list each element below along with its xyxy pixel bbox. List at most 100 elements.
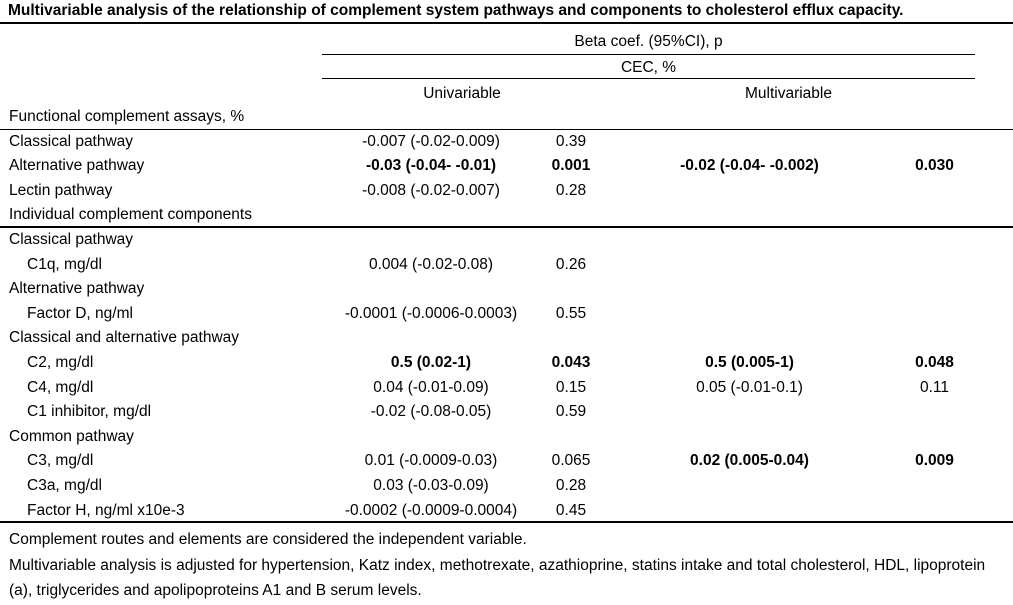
univariable-p-cell: 0.59 — [555, 403, 587, 421]
table-row: Classical pathway — [0, 228, 1013, 253]
multivariable-beta-cell — [602, 425, 897, 450]
table-row: Individual complement components — [0, 203, 1013, 228]
univariable-p-cell — [540, 277, 602, 302]
univariable-p-cell: 0.45 — [555, 501, 587, 519]
univariable-p-cell: 0.28 — [555, 181, 587, 199]
univariable-p-cell: 0.043 — [551, 353, 591, 371]
table-row: Lectin pathway -0.008 (-0.02-0.007) 0.28 — [0, 179, 1013, 204]
multivariable-beta-cell — [602, 302, 897, 327]
univariable-p-cell: 0.39 — [555, 132, 587, 150]
row-label: Classical and alternative pathway — [9, 329, 240, 347]
table-row: C1 inhibitor, mg/dl -0.02 (-0.08-0.05) 0.5… — [0, 400, 1013, 425]
multivariable-p-cell — [897, 499, 972, 522]
univariable-beta-cell: 0.03 (-0.03-0.09) — [373, 476, 489, 494]
footnote-line: Multivariable analysis is adjusted for h… — [9, 556, 986, 599]
table-row: Alternative pathway — [0, 277, 1013, 302]
table-row: Factor D, ng/ml -0.0001 (-0.0006-0.0003) 0… — [0, 302, 1013, 327]
multivariable-beta-cell: 0.5 (0.005-1) — [705, 353, 794, 371]
multivariable-p-cell — [897, 253, 972, 278]
row-label: Factor H, ng/ml x10e-3 — [27, 501, 185, 519]
multivariable-p-cell: 0.030 — [915, 157, 954, 175]
multivariable-p-cell — [897, 326, 972, 351]
multivariable-p-cell — [897, 474, 972, 499]
row-label: C2, mg/dl — [27, 353, 94, 371]
table-row: C2, mg/dl 0.5 (0.02-1) 0.043 0.5 (0.005-1) 0… — [0, 351, 1013, 376]
univariable-p-cell: 0.28 — [555, 476, 587, 494]
table-row: C3, mg/dl 0.01 (-0.0009-0.03) 0.065 0.02 (0… — [0, 449, 1013, 474]
multivariable-p-cell — [897, 105, 972, 129]
row-label: Classical pathway — [9, 230, 134, 248]
multivariable-beta-cell — [602, 400, 897, 425]
univariable-beta-cell: -0.03 (-0.04- -0.01) — [365, 157, 497, 175]
column-header-univariable: Univariable — [423, 85, 501, 102]
univariable-p-cell — [540, 425, 602, 450]
header-cec: CEC, % — [322, 55, 975, 79]
univariable-p-cell — [540, 203, 602, 226]
univariable-beta-cell: -0.0001 (-0.0006-0.0003) — [344, 304, 518, 322]
table-row: Alternative pathway -0.03 (-0.04- -0.01) 0… — [0, 154, 1013, 179]
row-label: C1q, mg/dl — [27, 255, 102, 273]
univariable-beta-cell — [322, 203, 540, 226]
univariable-beta-cell: 0.004 (-0.02-0.08) — [368, 255, 494, 273]
univariable-p-cell: 0.55 — [555, 304, 587, 322]
multivariable-beta-cell — [602, 277, 897, 302]
row-label: Alternative pathway — [9, 280, 145, 298]
univariable-beta-cell — [322, 228, 540, 253]
multivariable-p-cell — [897, 277, 972, 302]
table-row: C3a, mg/dl 0.03 (-0.03-0.09) 0.28 — [0, 474, 1013, 499]
univariable-beta-cell: -0.0002 (-0.0009-0.0004) — [344, 501, 518, 519]
multivariable-beta-cell — [602, 474, 897, 499]
univariable-p-cell: 0.15 — [555, 378, 587, 396]
row-label: Common pathway — [9, 427, 134, 445]
univariable-p-cell — [540, 105, 602, 129]
row-label: C1 inhibitor, mg/dl — [27, 403, 152, 421]
multivariable-p-cell — [897, 425, 972, 450]
multivariable-beta-cell: 0.05 (-0.01-0.1) — [696, 378, 803, 396]
row-label: Factor D, ng/ml — [27, 304, 133, 322]
table-row: C4, mg/dl 0.04 (-0.01-0.09) 0.15 0.05 (-0.0… — [0, 376, 1013, 401]
multivariable-p-cell — [897, 302, 972, 327]
multivariable-p-cell: 0.009 — [915, 452, 954, 470]
univariable-p-cell: 0.26 — [555, 255, 587, 273]
univariable-beta-cell: -0.007 (-0.02-0.009) — [362, 132, 500, 150]
table-body: Functional complement assays, % Classical… — [0, 105, 1013, 524]
multivariable-beta-cell — [602, 326, 897, 351]
univariable-beta-cell — [322, 277, 540, 302]
univariable-beta-cell: -0.008 (-0.02-0.007) — [362, 181, 500, 199]
multivariable-beta-cell — [602, 130, 897, 155]
row-label: C4, mg/dl — [27, 378, 94, 396]
header-beta-coef: Beta coef. (95%CI), p — [322, 24, 975, 55]
multivariable-beta-cell — [602, 105, 897, 129]
multivariable-beta-cell — [602, 228, 897, 253]
row-label: Lectin pathway — [9, 181, 113, 199]
table-title: Multivariable analysis of the relationsh… — [0, 0, 1013, 24]
multivariable-p-cell — [897, 228, 972, 253]
table-row: Common pathway — [0, 425, 1013, 450]
row-label: C3a, mg/dl — [27, 476, 102, 494]
footnotes: Complement routes and elements are consi… — [0, 523, 1008, 603]
row-label: Functional complement assays, % — [9, 108, 245, 125]
multivariable-p-cell — [897, 130, 972, 155]
row-label: Classical pathway — [9, 132, 134, 150]
table-row: Classical pathway -0.007 (-0.02-0.009) 0.3… — [0, 130, 1013, 155]
univariable-beta-cell — [322, 326, 540, 351]
univariable-beta-cell — [322, 105, 540, 129]
univariable-p-cell: 0.001 — [551, 157, 591, 175]
multivariable-p-cell — [897, 400, 972, 425]
row-label: Alternative pathway — [9, 157, 145, 175]
multivariable-p-cell: 0.048 — [915, 353, 954, 371]
footnote-line: Complement routes and elements are consi… — [9, 531, 527, 549]
multivariable-p-cell — [897, 179, 972, 204]
univariable-beta-cell: -0.02 (-0.08-0.05) — [370, 403, 492, 421]
row-label: C3, mg/dl — [27, 452, 94, 470]
univariable-beta-cell: 0.04 (-0.01-0.09) — [373, 378, 489, 396]
table-row: C1q, mg/dl 0.004 (-0.02-0.08) 0.26 — [0, 253, 1013, 278]
multivariable-beta-cell — [602, 253, 897, 278]
univariable-p-cell — [540, 326, 602, 351]
multivariable-beta-cell — [602, 499, 897, 522]
univariable-beta-cell: 0.5 (0.02-1) — [390, 353, 472, 371]
univariable-beta-cell: 0.01 (-0.0009-0.03) — [364, 452, 498, 470]
univariable-beta-cell — [322, 425, 540, 450]
multivariable-beta-cell: -0.02 (-0.04- -0.002) — [680, 157, 819, 175]
